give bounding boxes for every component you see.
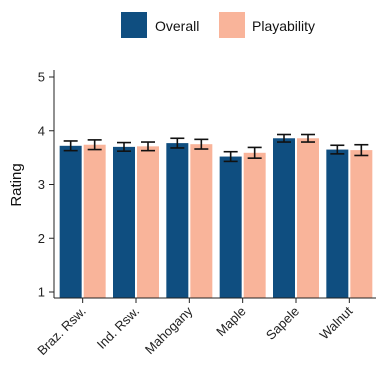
bar-overall	[326, 149, 349, 298]
x-tick-label: Braz. Rsw.	[34, 304, 89, 359]
error-bar-overall	[277, 133, 291, 143]
error-bar-overall	[223, 150, 238, 163]
x-tick-label: Walnut	[317, 303, 356, 342]
error-bars	[63, 133, 369, 163]
x-tick-label: Sapele	[263, 304, 302, 343]
bar-playability	[297, 138, 319, 298]
bar-overall	[273, 138, 295, 298]
y-tick-label: 2	[38, 231, 45, 246]
bar-playability	[83, 144, 106, 298]
bar-overall	[59, 145, 82, 298]
legend-label-playability: Playability	[252, 18, 315, 34]
legend-swatch-playability	[219, 12, 245, 38]
error-bar-overall	[330, 144, 345, 155]
error-bar-playability	[87, 139, 102, 151]
y-axis-ticks: 1 2 3 4 5	[38, 70, 54, 300]
error-bar-overall	[170, 137, 185, 149]
y-tick-label: 1	[38, 285, 45, 300]
bar-playability	[190, 144, 213, 298]
bar-playability	[243, 152, 266, 298]
legend: Overall Playability	[121, 12, 315, 38]
bar-overall	[219, 156, 242, 298]
bars	[59, 138, 373, 298]
error-bar-overall	[63, 140, 78, 152]
legend-swatch-overall	[121, 12, 147, 38]
x-tick-label: Maple	[213, 304, 249, 340]
bar-overall	[113, 146, 135, 298]
bar-overall	[166, 143, 189, 298]
y-tick-label: 5	[38, 70, 45, 85]
x-axis-ticks: Braz. Rsw. Ind. Rsw. Mahogany Maple Sapele Wa…	[34, 298, 356, 359]
y-tick-label: 3	[38, 177, 45, 192]
error-bar-playability	[141, 141, 155, 152]
y-tick-label: 4	[38, 123, 45, 138]
bar-playability	[350, 150, 373, 298]
error-bar-playability	[247, 146, 262, 159]
legend-label-overall: Overall	[155, 18, 199, 34]
error-bar-playability	[194, 138, 209, 150]
x-tick-label: Ind. Rsw.	[94, 304, 142, 352]
error-bar-playability	[354, 143, 369, 157]
bar-playability	[137, 146, 159, 298]
y-axis-title: Rating	[8, 163, 25, 206]
error-bar-overall	[117, 141, 131, 152]
x-tick-label: Mahogany	[142, 303, 196, 357]
error-bar-playability	[301, 133, 315, 143]
